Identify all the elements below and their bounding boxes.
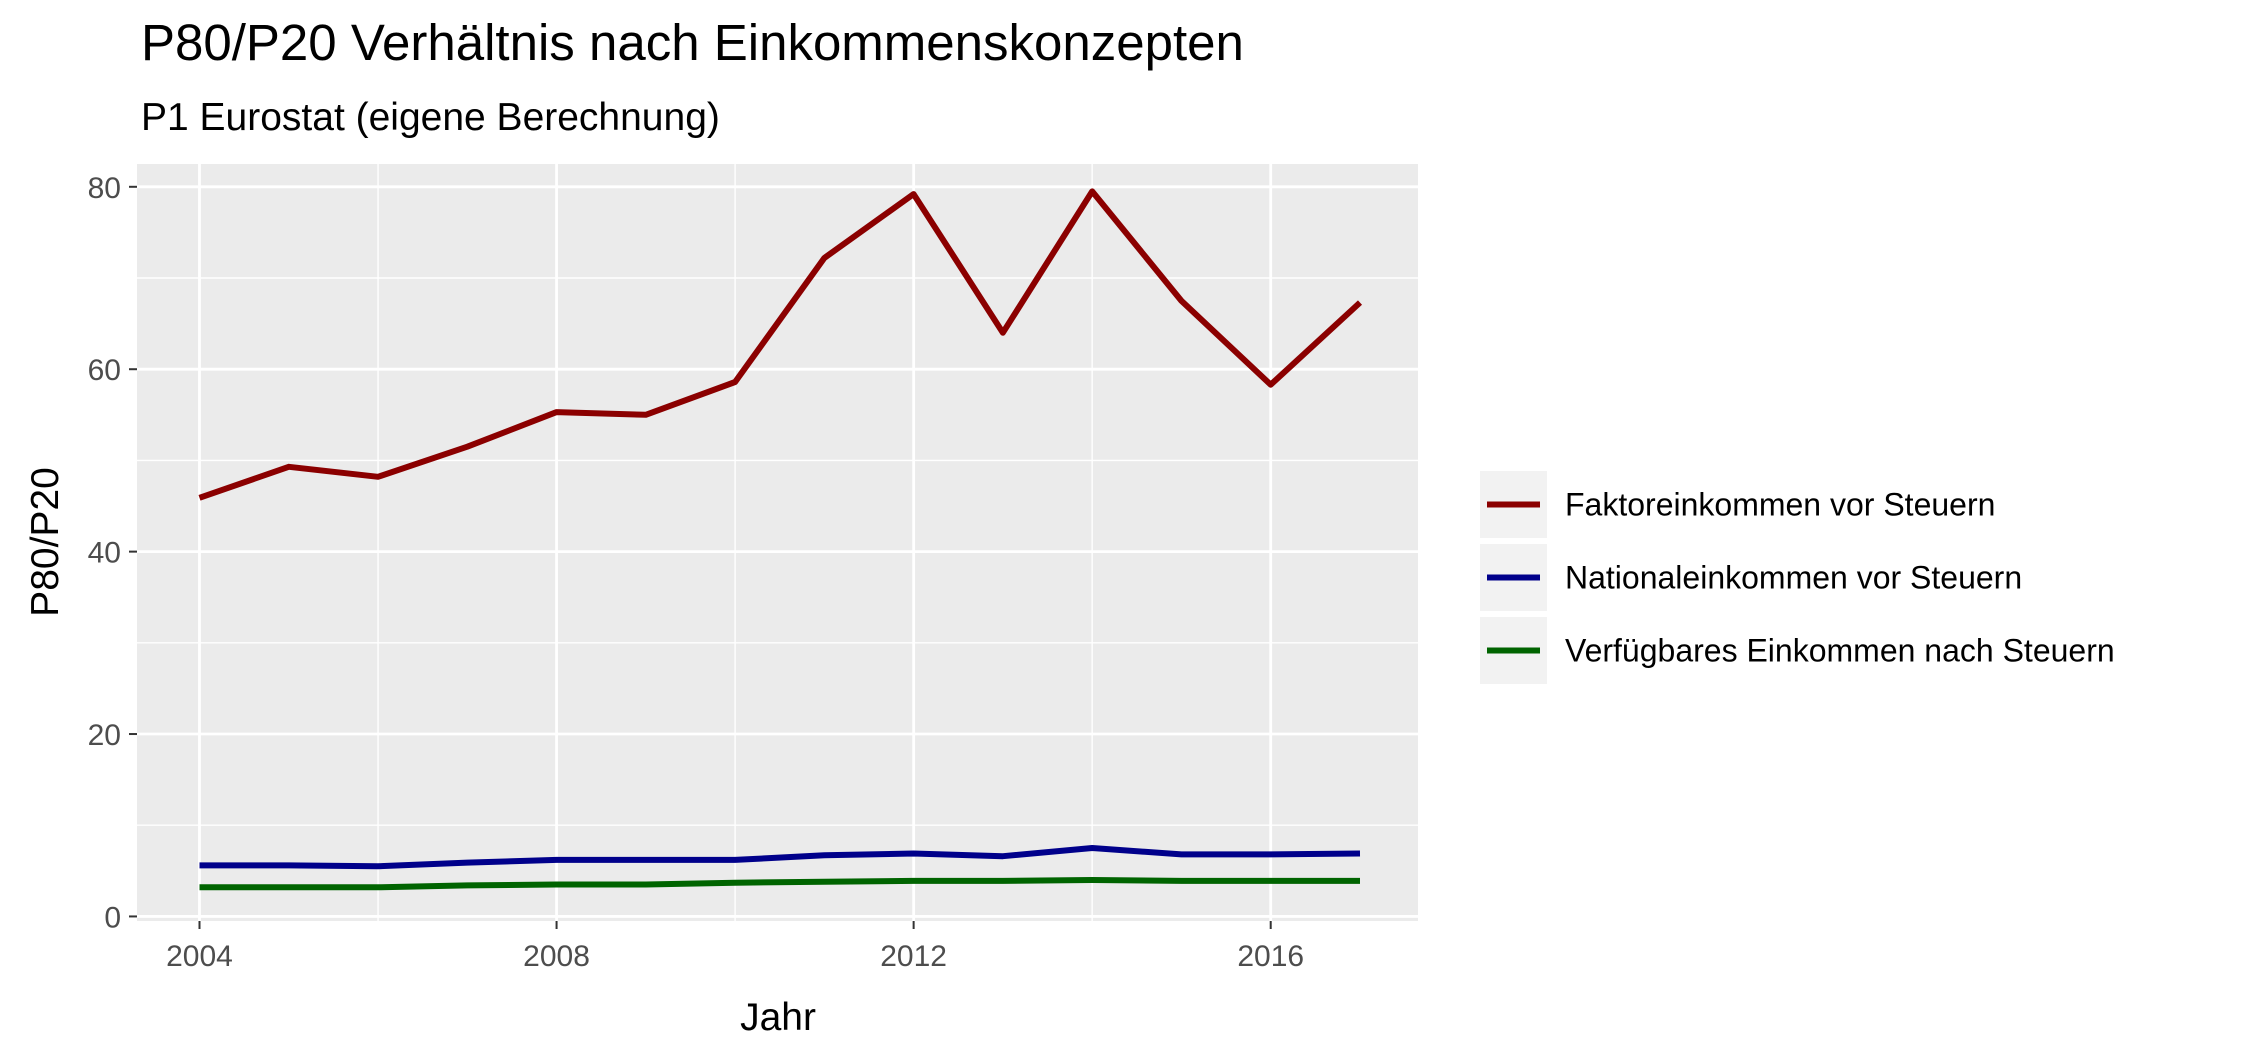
legend: Faktoreinkommen vor Steuern Nationaleinko… — [1480, 471, 2115, 684]
y-axis-title: P80/P20 — [24, 467, 67, 617]
chart-title: P80/P20 Verhältnis nach Einkommenskonzep… — [141, 14, 1244, 71]
plot-panel — [137, 164, 1418, 921]
x-tick-label: 2012 — [880, 940, 947, 973]
x-axis-title: Jahr — [740, 996, 816, 1039]
y-tick-label: 80 — [88, 172, 121, 205]
y-tick-label: 40 — [88, 537, 121, 570]
y-tick-label: 0 — [104, 901, 121, 934]
legend-label: Faktoreinkommen vor Steuern — [1565, 487, 1995, 523]
y-tick-label: 60 — [88, 354, 121, 387]
x-tick-label: 2008 — [523, 940, 590, 973]
legend-label: Nationaleinkommen vor Steuern — [1565, 560, 2022, 596]
axes: 2004 2008 2012 2016 0 20 40 60 80 — [88, 172, 1304, 973]
series-line — [198, 188, 1363, 501]
grid-lines — [137, 164, 1418, 921]
x-tick-label: 2004 — [166, 940, 233, 973]
series-line — [199, 877, 1360, 891]
series-lines — [198, 188, 1363, 891]
chart-subtitle: P1 Eurostat (eigene Berechnung) — [141, 96, 720, 139]
legend-label: Verfügbares Einkommen nach Steuern — [1565, 633, 2115, 669]
series-line — [199, 845, 1361, 870]
y-tick-label: 20 — [88, 719, 121, 752]
x-tick-label: 2016 — [1237, 940, 1304, 973]
